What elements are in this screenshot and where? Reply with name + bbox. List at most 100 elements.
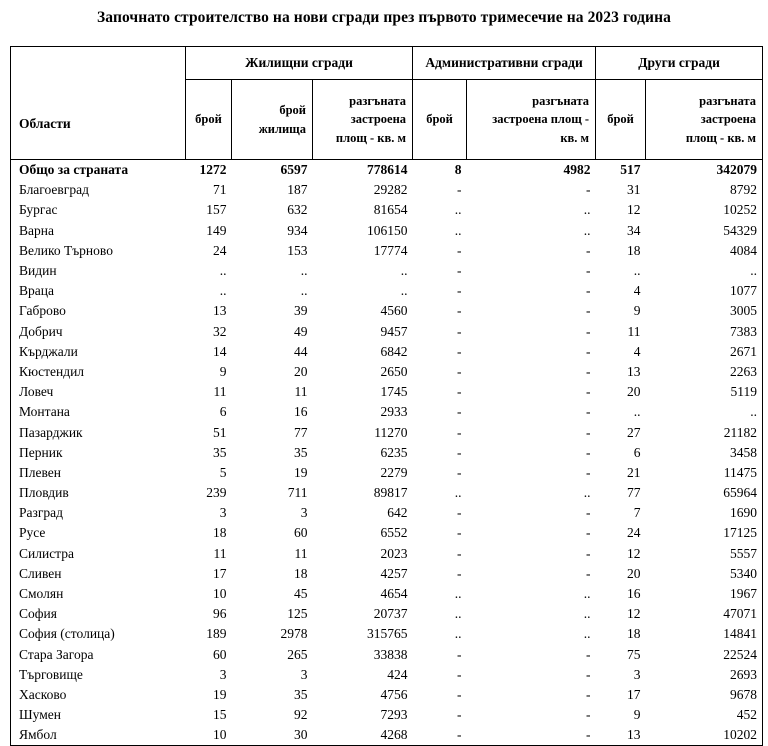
value-cell: - bbox=[457, 666, 462, 682]
value-cell: - bbox=[457, 404, 462, 420]
table-row: Благоевград 71 187 29282 - - 31 8792 bbox=[11, 180, 763, 200]
value-cell: 13 bbox=[627, 727, 641, 743]
value-cell: 18 bbox=[627, 242, 641, 258]
value-cell: 9 bbox=[633, 303, 641, 319]
region-name-cell: Варна bbox=[19, 222, 54, 238]
value-cell: 11 bbox=[213, 384, 227, 400]
value-cell: 2023 bbox=[380, 545, 408, 561]
value-cell: 517 bbox=[620, 162, 641, 178]
value-cell: - bbox=[457, 686, 462, 702]
value-cell: - bbox=[586, 707, 591, 723]
value-cell: - bbox=[586, 303, 591, 319]
value-cell: - bbox=[586, 404, 591, 420]
value-cell: 6 bbox=[633, 444, 641, 460]
value-cell: 35 bbox=[213, 444, 227, 460]
table-row: Монтана 6 16 2933 - -.... bbox=[11, 402, 763, 422]
value-cell: 17 bbox=[213, 565, 227, 581]
value-cell: - bbox=[586, 545, 591, 561]
value-cell: 4560 bbox=[380, 303, 408, 319]
value-cell: 12 bbox=[627, 202, 641, 218]
value-cell: 5340 bbox=[730, 565, 758, 581]
value-cell: 2978 bbox=[280, 626, 308, 642]
value-cell: 35 bbox=[294, 444, 308, 460]
value-cell: 9457 bbox=[380, 323, 408, 339]
value-cell: 3 bbox=[633, 666, 641, 682]
value-cell: 106150 bbox=[367, 222, 408, 238]
column-header-residential-dwellings: брой жилища bbox=[231, 79, 313, 160]
value-cell: 21 bbox=[627, 464, 641, 480]
value-cell: 77 bbox=[294, 424, 308, 440]
value-cell: 642 bbox=[387, 505, 408, 521]
table-row: Ловеч 11 11 1745 - - 20 5119 bbox=[11, 382, 763, 402]
value-cell: - bbox=[457, 303, 462, 319]
value-cell: - bbox=[457, 283, 462, 299]
table-row: Кюстендил 9 20 2650 - - 13 2263 bbox=[11, 362, 763, 382]
region-name-cell: Пазарджик bbox=[19, 424, 83, 440]
value-cell: 30 bbox=[294, 727, 308, 743]
value-cell: 5119 bbox=[730, 384, 758, 400]
value-cell: 1745 bbox=[380, 384, 408, 400]
table-row: Ямбол 10 30 4268 - - 13 10202 bbox=[11, 725, 763, 746]
value-cell: 8 bbox=[454, 162, 462, 178]
table-row: Шумен 15 92 7293 - - 9 452 bbox=[11, 705, 763, 725]
value-cell: - bbox=[457, 707, 462, 723]
value-cell: 20 bbox=[294, 363, 308, 379]
value-cell: .. bbox=[633, 404, 641, 420]
value-cell: - bbox=[586, 424, 591, 440]
value-cell: .. bbox=[454, 626, 462, 642]
table-header: Области Жилищни сгради Административни с… bbox=[10, 46, 764, 160]
value-cell: - bbox=[457, 384, 462, 400]
value-cell: 9678 bbox=[730, 686, 758, 702]
value-cell: 16 bbox=[294, 404, 308, 420]
region-name-cell: Общо за страната bbox=[19, 162, 129, 178]
value-cell: 632 bbox=[287, 202, 308, 218]
table-row: Добрич 32 49 9457 - - 11 7383 bbox=[11, 322, 763, 342]
value-cell: 14 bbox=[213, 343, 227, 359]
value-cell: .. bbox=[219, 283, 227, 299]
value-cell: 149 bbox=[206, 222, 227, 238]
value-cell: 3005 bbox=[730, 303, 758, 319]
value-cell: .. bbox=[583, 606, 591, 622]
value-cell: .. bbox=[400, 263, 408, 279]
region-name-cell: Перник bbox=[19, 444, 63, 460]
value-cell: 3 bbox=[300, 666, 308, 682]
region-name-cell: Кърджали bbox=[19, 343, 78, 359]
value-cell: 31 bbox=[627, 182, 641, 198]
value-cell: 153 bbox=[287, 242, 308, 258]
value-cell: 6235 bbox=[380, 444, 408, 460]
value-cell: 29282 bbox=[373, 182, 408, 198]
region-name-cell: Разград bbox=[19, 505, 63, 521]
table-row: Смолян 10 45 4654.... 16 1967 bbox=[11, 584, 763, 604]
value-cell: .. bbox=[750, 263, 758, 279]
table-row: Бургас 157 632 81654.... 12 10252 bbox=[11, 200, 763, 220]
region-name-cell: Кюстендил bbox=[19, 363, 85, 379]
value-cell: 32 bbox=[213, 323, 227, 339]
value-cell: 10 bbox=[213, 727, 227, 743]
value-cell: 44 bbox=[294, 343, 308, 359]
value-cell: - bbox=[457, 242, 462, 258]
value-cell: .. bbox=[454, 586, 462, 602]
value-cell: .. bbox=[454, 202, 462, 218]
region-name-cell: Хасково bbox=[19, 686, 67, 702]
value-cell: - bbox=[586, 343, 591, 359]
value-cell: .. bbox=[583, 586, 591, 602]
value-cell: - bbox=[586, 464, 591, 480]
region-name-cell: Велико Търново bbox=[19, 242, 113, 258]
value-cell: 6597 bbox=[280, 162, 308, 178]
value-cell: 9 bbox=[633, 707, 641, 723]
value-cell: 49 bbox=[294, 323, 308, 339]
region-name-cell: Ловеч bbox=[19, 384, 54, 400]
value-cell: .. bbox=[300, 263, 308, 279]
value-cell: 47071 bbox=[723, 606, 758, 622]
value-cell: 22524 bbox=[723, 646, 758, 662]
value-cell: 45 bbox=[294, 586, 308, 602]
value-cell: 21182 bbox=[723, 424, 758, 440]
value-cell: 452 bbox=[736, 707, 758, 723]
value-cell: 4756 bbox=[380, 686, 408, 702]
value-cell: - bbox=[586, 444, 591, 460]
value-cell: 13 bbox=[627, 363, 641, 379]
value-cell: 10 bbox=[213, 586, 227, 602]
value-cell: 14841 bbox=[723, 626, 758, 642]
value-cell: 15 bbox=[213, 707, 227, 723]
value-cell: 4257 bbox=[380, 565, 408, 581]
